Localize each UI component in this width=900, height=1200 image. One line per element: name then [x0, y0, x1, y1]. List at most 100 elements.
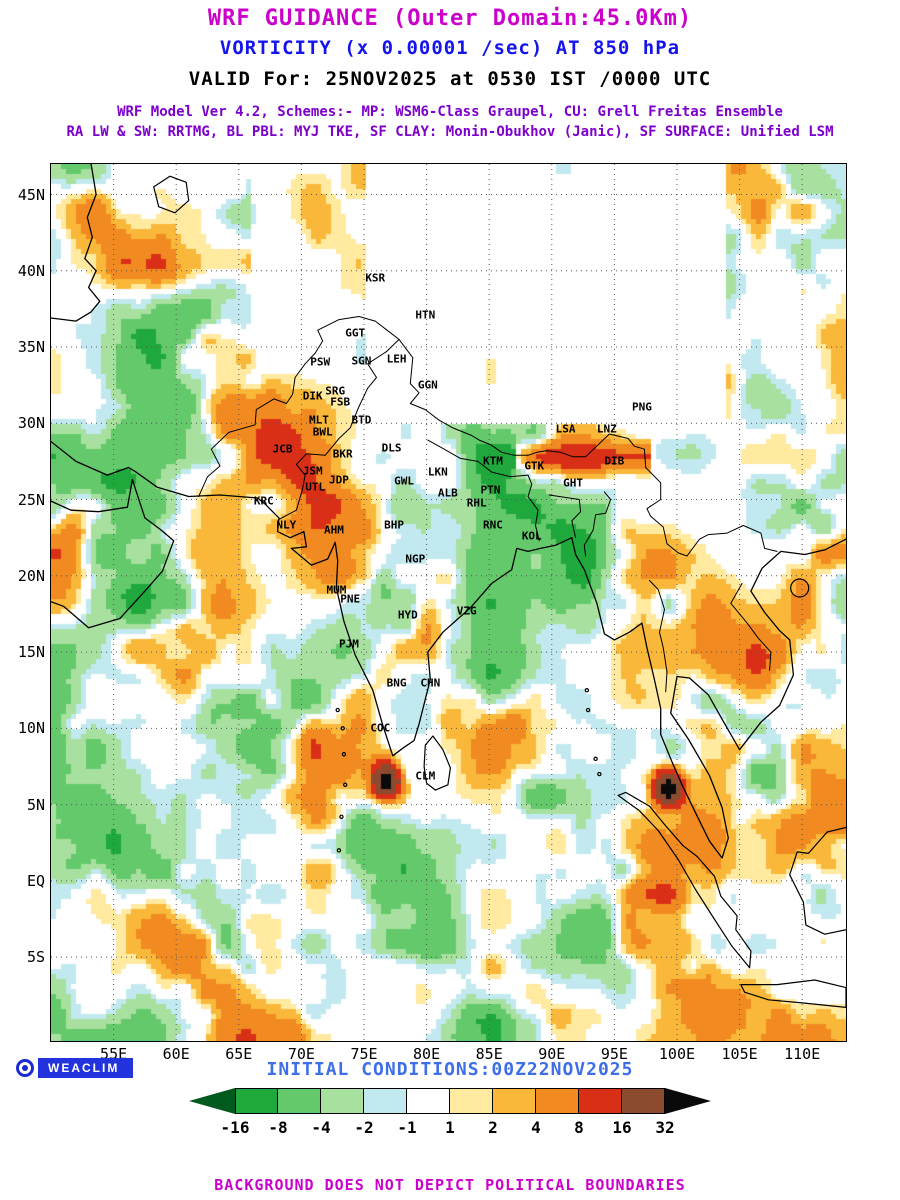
station-label: PNE — [340, 592, 361, 606]
weaclim-logo-text: WEACLIM — [38, 1058, 134, 1078]
station-label: COC — [370, 721, 391, 735]
colorbar-tick-label: 1 — [445, 1118, 455, 1137]
station-label: GHT — [563, 476, 583, 490]
map-panel: KSR HTN GGT PSW SGN LEH SRG DIK FSB GGN MLT BTD BWL P… — [18, 163, 847, 1063]
lon-tick-label: 85E — [475, 1045, 503, 1063]
lon-tick-label: 100E — [658, 1045, 696, 1063]
station-label: VZG — [456, 604, 477, 618]
station-label: BNG — [386, 676, 407, 690]
weaclim-logo: WEACLIM — [16, 1058, 134, 1078]
station-label: DIK — [302, 389, 323, 403]
lon-tick-label: 70E — [287, 1045, 315, 1063]
station-label: GGT — [345, 326, 366, 340]
station-label: BHP — [384, 518, 404, 532]
valid-time-line: VALID For: 25NOV2025 at 0530 IST /0000 U… — [188, 68, 712, 91]
station-label: PTN — [480, 483, 501, 497]
station-label: KSR — [365, 271, 386, 285]
station-label: DLS — [381, 441, 402, 455]
colorbar: -16 -8 -4 -2 -1 1 2 4 8 16 32 — [189, 1088, 711, 1148]
lon-tick-label: 80E — [413, 1045, 441, 1063]
colorbar-tick-label: -8 — [268, 1118, 288, 1137]
station-label: MUM — [326, 583, 347, 597]
station-label: NGP — [405, 552, 426, 566]
station-label: GTK — [524, 459, 545, 473]
colorbar-tick-label: -4 — [311, 1118, 331, 1137]
coastline-grid-overlay — [51, 164, 846, 1041]
lon-tick-label: 75E — [350, 1045, 378, 1063]
station-label: ALB — [437, 486, 458, 500]
station-label: LKN — [427, 465, 448, 479]
colorbar-segment — [364, 1088, 407, 1114]
station-label: CHN — [420, 676, 441, 690]
lat-tick-label: 30N — [17, 414, 45, 433]
colorbar-segment — [579, 1088, 622, 1114]
weaclim-logo-icon — [16, 1059, 34, 1077]
station-label: RNC — [483, 518, 503, 532]
colorbar-segment — [450, 1088, 493, 1114]
initial-conditions-text: INITIAL CONDITIONS:00Z22NOV2025 — [266, 1059, 634, 1080]
lon-tick-label: 90E — [538, 1045, 566, 1063]
station-label: JSM — [302, 464, 323, 478]
colorbar-tick-label: 16 — [612, 1118, 632, 1137]
station-label: KTM — [483, 454, 503, 468]
lat-tick-label: EQ — [26, 871, 45, 890]
model-config-line-2: RA LW & SW: RRTMG, BL PBL: MYJ TKE, SF C… — [66, 124, 834, 141]
colorbar-segment — [278, 1088, 321, 1114]
colorbar-tick-label: 4 — [531, 1118, 541, 1137]
lon-tick-label: 95E — [600, 1045, 628, 1063]
station-label: CLM — [415, 769, 436, 783]
station-label: NLY — [276, 518, 297, 532]
page-title: WRF GUIDANCE (Outer Domain:45.0Km) — [207, 6, 693, 31]
colorbar-segment — [407, 1088, 450, 1114]
colorbar-tick-label: -16 — [220, 1118, 250, 1137]
lat-tick-label: 35N — [17, 338, 45, 357]
footer-row: WEACLIM INITIAL CONDITIONS:00Z22NOV2025 — [0, 1058, 900, 1084]
lon-tick-label: 65E — [225, 1045, 253, 1063]
station-label: SGN — [351, 354, 372, 368]
colorbar-tick-label: 2 — [488, 1118, 498, 1137]
disclaimer-text: BACKGROUND DOES NOT DEPICT POLITICAL BOU… — [214, 1176, 686, 1194]
lat-tick-label: 5S — [26, 948, 45, 967]
lat-tick-label: 10N — [17, 719, 45, 738]
colorbar-segment — [493, 1088, 536, 1114]
lat-tick-label: 5N — [26, 795, 45, 814]
colorbar-segment — [235, 1088, 278, 1114]
station-label: BWL — [312, 425, 333, 439]
lon-tick-label: 60E — [162, 1045, 190, 1063]
station-label: PJM — [339, 637, 359, 651]
lat-tick-label: 45N — [17, 185, 45, 204]
station-label: JDP — [329, 473, 349, 487]
lat-tick-label: 25N — [17, 490, 45, 509]
colorbar-right-arrow — [665, 1088, 711, 1114]
colorbar-segment — [536, 1088, 579, 1114]
colorbar-segment — [622, 1088, 665, 1114]
station-label: KOL — [521, 529, 542, 543]
header-titles: WRF GUIDANCE (Outer Domain:45.0Km) VORTI… — [0, 6, 900, 140]
lat-tick-label: 15N — [17, 643, 45, 662]
lon-tick-label: 105E — [721, 1045, 758, 1063]
lat-tick-label: 40N — [17, 261, 45, 280]
station-label: HTN — [415, 308, 436, 322]
station-label: PSW — [310, 355, 331, 369]
station-label: PNG — [631, 400, 652, 413]
variable-subtitle: VORTICITY (x 0.00001 /sec) AT 850 hPa — [219, 37, 681, 60]
station-label: GGN — [417, 378, 438, 392]
vorticity-field-canvas — [51, 164, 846, 1041]
station-label: LEH — [386, 352, 407, 366]
lon-tick-label: 110E — [784, 1045, 821, 1063]
lat-tick-label: 20N — [17, 566, 45, 585]
colorbar-tick-label: 8 — [574, 1118, 584, 1137]
station-label: HYD — [397, 608, 418, 622]
station-label: RHL — [466, 496, 487, 510]
station-label: UTL — [305, 480, 326, 494]
station-label: BKR — [332, 447, 353, 461]
colorbar-tick-label: 32 — [655, 1118, 675, 1137]
station-label: AHM — [324, 523, 344, 537]
colorbar-tick-label: -1 — [397, 1118, 417, 1137]
station-label: BTD — [351, 413, 372, 427]
station-label: FSB — [330, 395, 351, 409]
station-label: MLT — [308, 413, 329, 427]
model-config-line-1: WRF Model Ver 4.2, Schemes:- MP: WSM6-Cl… — [117, 103, 783, 120]
station-label: GWL — [394, 474, 414, 488]
